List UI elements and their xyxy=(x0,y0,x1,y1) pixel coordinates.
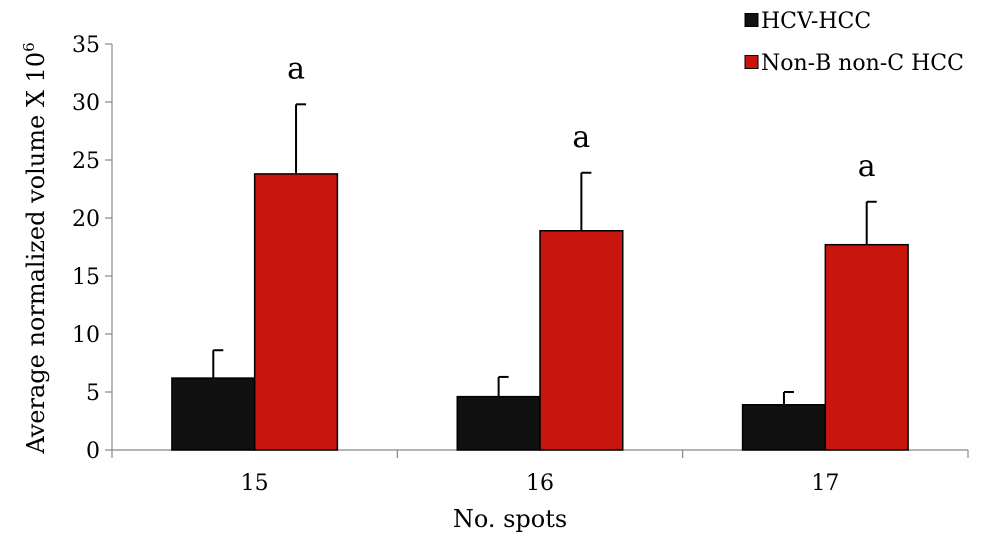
x-tick-label: 16 xyxy=(526,471,554,496)
y-tick-label: 0 xyxy=(86,439,100,464)
bar xyxy=(171,377,256,451)
x-axis-title: No. spots xyxy=(453,505,567,533)
bars: a a a xyxy=(171,51,909,451)
bar xyxy=(824,243,909,451)
x-tick-label: 15 xyxy=(241,471,269,496)
y-tick-label: 10 xyxy=(72,323,100,348)
y-tick-label: 15 xyxy=(72,265,100,290)
bar xyxy=(456,395,541,451)
y-tick-label: 30 xyxy=(72,91,100,116)
bar xyxy=(741,404,827,451)
y-tick-label: 25 xyxy=(72,149,100,174)
y-axis-title-exponent: 6 xyxy=(20,42,38,52)
legend-label: HCV-HCC xyxy=(761,9,871,34)
significance-label: a xyxy=(287,51,305,86)
legend: HCV-HCC Non-B non-C HCC xyxy=(744,9,964,76)
y-axis: 0 5 10 15 20 25 30 35 xyxy=(72,33,113,464)
y-tick-label: 5 xyxy=(86,381,100,406)
significance-label: a xyxy=(572,120,590,155)
significance-label: a xyxy=(858,149,876,184)
bar xyxy=(539,230,624,451)
y-tick-label: 35 xyxy=(72,33,100,58)
legend-swatch xyxy=(744,13,759,27)
y-axis-title-main: Average normalized volume X 10 xyxy=(22,52,50,455)
y-axis-title: Average normalized volume X 106 xyxy=(20,42,50,454)
legend-swatch xyxy=(744,55,759,69)
bar xyxy=(253,173,339,451)
x-axis: 15 16 17 xyxy=(111,449,969,496)
y-tick-label: 20 xyxy=(72,207,100,232)
legend-label: Non-B non-C HCC xyxy=(761,51,964,76)
x-tick-label: 17 xyxy=(811,471,839,496)
